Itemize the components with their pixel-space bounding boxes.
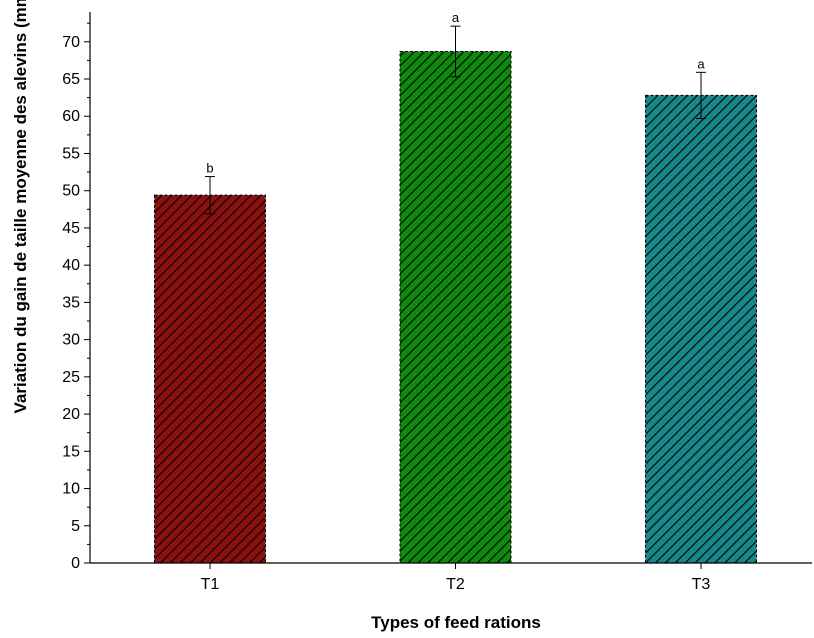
y-axis-title: Variation du gain de taille moyenne des … bbox=[11, 0, 30, 414]
error-bar-t2 bbox=[450, 25, 461, 78]
x-tick-label-t2: T2 bbox=[446, 576, 465, 593]
y-tick-label-65: 65 bbox=[62, 71, 80, 88]
error-bar-t1 bbox=[205, 176, 215, 215]
bar-t1 bbox=[154, 194, 266, 564]
significance-labels-group: b a a bbox=[206, 10, 705, 175]
y-tick-label-20: 20 bbox=[62, 406, 80, 423]
bars-group bbox=[154, 50, 757, 564]
x-ticks-group: T1 T2 T3 bbox=[201, 563, 711, 593]
x-tick-label-t1: T1 bbox=[201, 576, 220, 593]
significance-label-t3: a bbox=[697, 56, 705, 71]
y-tick-label-15: 15 bbox=[62, 443, 80, 460]
y-tick-label-5: 5 bbox=[71, 518, 80, 535]
y-tick-label-60: 60 bbox=[62, 108, 80, 125]
y-tick-label-45: 45 bbox=[62, 220, 80, 237]
error-bar-t3 bbox=[696, 71, 706, 119]
y-tick-label-25: 25 bbox=[62, 369, 80, 386]
error-bars-group bbox=[205, 25, 706, 215]
x-tick-label-t3: T3 bbox=[692, 576, 711, 593]
y-tick-label-40: 40 bbox=[62, 257, 80, 274]
x-axis-title: Types of feed rations bbox=[371, 613, 541, 632]
y-tick-label-30: 30 bbox=[62, 332, 80, 349]
significance-label-t2: a bbox=[452, 10, 460, 25]
y-tick-label-50: 50 bbox=[62, 183, 80, 200]
y-ticks-group: 0 5 10 15 20 25 30 35 40 45 50 55 60 65 70 bbox=[62, 22, 90, 572]
significance-label-t1: b bbox=[206, 161, 213, 176]
bar-t2 bbox=[399, 50, 512, 564]
y-tick-label-10: 10 bbox=[62, 481, 80, 498]
y-tick-label-35: 35 bbox=[62, 294, 80, 311]
y-tick-label-70: 70 bbox=[62, 34, 80, 51]
y-tick-label-0: 0 bbox=[71, 555, 80, 572]
y-tick-label-55: 55 bbox=[62, 145, 80, 162]
bar-t3 bbox=[645, 94, 757, 564]
